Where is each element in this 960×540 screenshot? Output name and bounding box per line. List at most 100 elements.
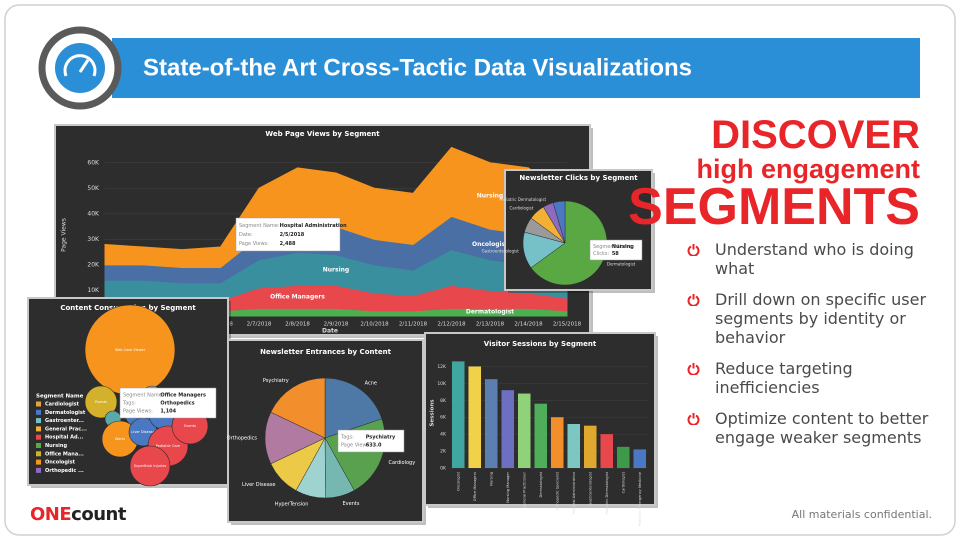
pie-label: Orthopedics	[227, 435, 258, 441]
x-tick-label: Oncologist	[456, 471, 460, 491]
pie-label: Cardiologist	[510, 205, 534, 210]
x-tick-label: 2/14/2018	[514, 322, 543, 328]
tooltip-key: Segment Name:	[593, 244, 634, 250]
tooltip-key: Page Views:	[341, 443, 371, 449]
pie-label: Dermatologist	[607, 261, 636, 266]
bullet: Reduce targeting inefficiencies	[685, 359, 945, 397]
bubble-label: Superficial Injuries	[134, 464, 167, 468]
header-title: State-of-the Art Cross-Tactic Data Visua…	[143, 54, 692, 81]
bar	[583, 425, 597, 468]
legend-label: Nursing	[45, 443, 67, 449]
x-tick-label: 2/7/2018	[247, 322, 272, 328]
tooltip-key: Page Views:	[239, 241, 269, 247]
pie-label: Acne	[365, 380, 377, 386]
x-tick-label: 2/11/2018	[399, 322, 428, 328]
tooltip-box	[589, 239, 643, 261]
x-tick-label: 2/13/2018	[476, 322, 505, 328]
power-arc	[687, 364, 700, 375]
pie-label: Pediatric Dermatologist	[499, 197, 546, 202]
legend-swatch	[36, 467, 41, 473]
bar	[567, 424, 581, 468]
bullet-icon	[687, 244, 700, 256]
series-label: Nursing	[477, 192, 503, 199]
bubble	[129, 445, 171, 487]
tooltip-key: Page Views:	[123, 409, 153, 415]
bubble	[84, 385, 118, 419]
panel-title: Visitor Sessions by Segment	[484, 340, 597, 348]
tooltip-value: 2/5/2018	[280, 232, 305, 238]
bar	[501, 390, 515, 468]
legend-label: General Prac...	[45, 426, 87, 432]
logo-count: count	[71, 504, 126, 525]
panel-title: Newsletter Entrances by Content	[260, 348, 392, 356]
bar	[484, 379, 498, 468]
bubble-label: Web Case Viewer	[115, 348, 146, 352]
x-tick-label: 2/12/2018	[437, 322, 466, 328]
tooltip-value: Psychiatry	[366, 435, 396, 441]
tooltip-value: 633.0	[366, 443, 382, 449]
tooltip-value: 1,104	[160, 409, 176, 415]
footer-note: All materials confidential.	[791, 508, 932, 521]
series-label: Office Managers	[270, 293, 325, 300]
legend-swatch	[36, 451, 41, 457]
pie-label: Liver Disease	[242, 482, 276, 488]
power-arc	[687, 295, 700, 306]
bubble-label: Warts	[115, 437, 125, 441]
x-tick-label: Nursing Manager	[506, 471, 510, 502]
tooltip-key: Segment Name:	[123, 393, 164, 399]
bubble-label: Events	[184, 424, 196, 428]
headline-3: SEGMENTS	[628, 178, 920, 236]
pie-label: Events	[343, 501, 360, 507]
pie-label: Psychiatry	[263, 378, 289, 384]
legend-label: Cardiologist	[45, 402, 80, 408]
power-arc	[687, 414, 700, 425]
bubble-label: Liver Disease	[131, 430, 154, 434]
headline-2: high engagement	[696, 154, 920, 184]
y-axis-label: Sessions	[430, 399, 436, 427]
legend-label: Gastroenter...	[45, 418, 84, 424]
y-tick-label: 2K	[440, 449, 447, 455]
bar	[468, 366, 482, 468]
legend-swatch	[36, 426, 41, 432]
x-tick-label: 2/9/2018	[324, 322, 349, 328]
pie-label: HyperTension	[275, 501, 309, 507]
y-tick-label: 4K	[440, 432, 447, 438]
x-tick-label: General Practitioner	[522, 471, 526, 508]
legend-swatch	[36, 401, 41, 407]
series-label: Oncologist	[472, 241, 508, 248]
x-tick-label: 2/10/2018	[360, 322, 389, 328]
tooltip-key: Tags:	[340, 435, 354, 441]
bullet: Drill down on specific user segments by …	[685, 290, 945, 347]
legend-swatch	[36, 434, 41, 440]
x-tick-label: 2/15/2018	[553, 322, 582, 328]
bullet-icon	[687, 363, 700, 375]
x-tick-label: 2/8/2018	[285, 322, 310, 328]
x-tick-label: Orthopedic Specialist	[555, 471, 559, 510]
legend-swatch	[36, 443, 41, 448]
tooltip-value: Office Managers	[160, 393, 206, 399]
legend-label: Hospital Ad...	[45, 435, 83, 441]
bubble-label: Events	[95, 400, 107, 404]
tooltip-key: Segment Name:	[239, 223, 280, 229]
legend-label: Orthopedic ...	[45, 468, 84, 474]
bar	[633, 449, 647, 468]
y-tick-label: 10K	[87, 287, 100, 294]
series-label: Nursing	[323, 267, 349, 274]
bar	[534, 403, 548, 468]
bubble-label: Pediatric Care	[156, 444, 180, 448]
legend-title: Segment Name	[36, 394, 84, 400]
tooltip-box	[119, 387, 217, 419]
pie-slice	[324, 377, 383, 439]
legend-swatch	[36, 409, 41, 415]
pie-slice	[264, 411, 326, 465]
y-tick-label: 30K	[87, 236, 100, 243]
tooltip-key: Date:	[239, 232, 253, 238]
legend-label: Dermatologist	[45, 410, 86, 416]
entrances-panel: Newsletter Entrances by Content Acne Cardi…	[227, 339, 426, 525]
legend-swatch	[36, 459, 41, 465]
pie-label: Cardiology	[388, 460, 415, 466]
x-axis-label: Date	[322, 328, 338, 335]
headline-1: DISCOVER	[711, 113, 920, 157]
